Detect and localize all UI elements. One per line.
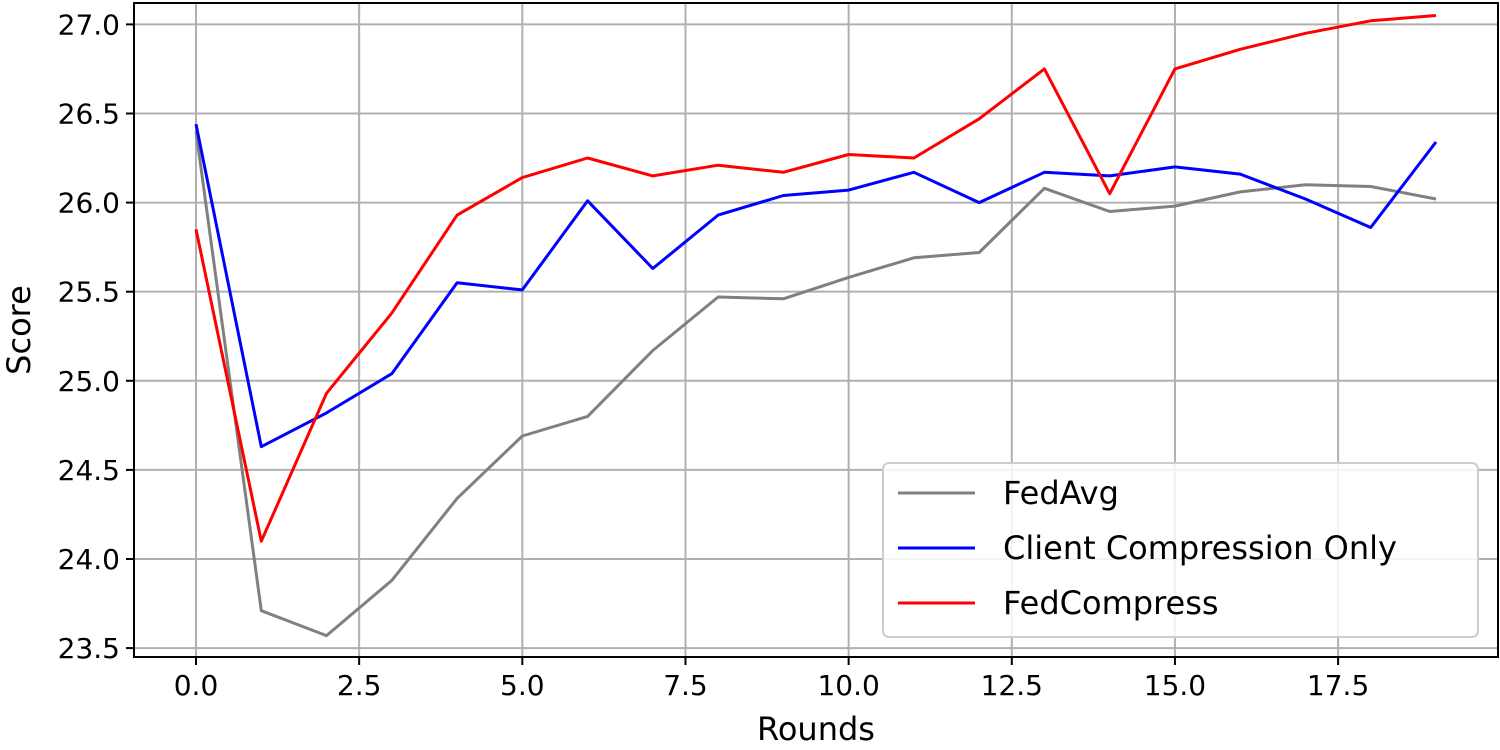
series-line-client-compression-only [194,123,1438,449]
legend-label-fedcompress: FedCompress [1003,584,1219,622]
y-axis-label: Score [0,285,38,375]
x-tick-label: 0.0 [174,669,219,702]
x-tick-label: 5.0 [500,669,545,702]
ticks: 0.0 2.5 5.0 7.5 10.0 12.5 15.0 17.5 23.5 24.0 24.5… [58,8,1370,702]
legend: FedAvg Client Compression Only FedCompress [882,462,1479,638]
x-tick-label: 7.5 [663,669,708,702]
y-tick-label: 25.5 [58,276,120,309]
y-tick-label: 26.0 [58,187,120,220]
x-axis-label: Rounds [757,710,875,748]
legend-label-fedavg: FedAvg [1003,474,1119,512]
series-lines [194,14,1438,638]
y-tick-label: 23.5 [58,632,120,665]
y-tick-label: 27.0 [58,8,120,41]
series-line-fedavg [194,131,1437,638]
x-tick-label: 12.5 [981,669,1043,702]
x-tick-label: 15.0 [1144,669,1206,702]
x-tick-label: 10.0 [817,669,879,702]
y-tick-label: 24.0 [58,543,120,576]
y-tick-label: 26.5 [58,97,120,130]
x-tick-label: 2.5 [337,669,382,702]
x-tick-label: 17.5 [1307,669,1369,702]
legend-box [882,462,1479,638]
series-line-fedcompress [194,14,1437,543]
y-tick-label: 24.5 [58,454,120,487]
plot-frame [133,2,1499,658]
y-tick-label: 25.0 [58,365,120,398]
legend-label-client-compression-only: Client Compression Only [1003,529,1397,567]
